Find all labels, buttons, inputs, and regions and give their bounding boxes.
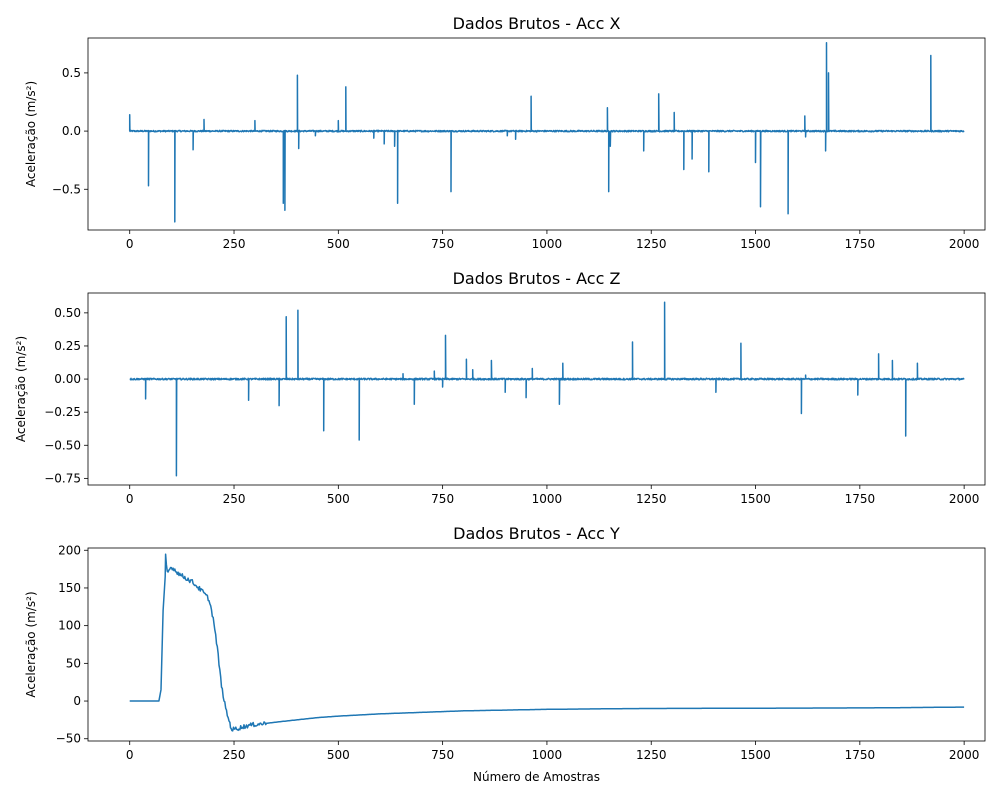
y-tick-label: −50 [56, 732, 81, 746]
x-tick-label: 1500 [740, 237, 771, 251]
y-tick-label: 200 [58, 543, 81, 557]
x-tick-label: 250 [223, 492, 246, 506]
x-tick-label: 500 [327, 748, 350, 762]
axes-frame-1 [87, 37, 986, 231]
x-tick-label: 750 [431, 748, 454, 762]
x-tick-label: 0 [126, 492, 134, 506]
y-tick-label: 0.5 [62, 66, 81, 80]
x-tick-label: 1500 [740, 492, 771, 506]
x-tick-label: 1750 [845, 748, 876, 762]
axes-frame-2 [87, 292, 986, 486]
x-tick-label: 500 [327, 237, 350, 251]
x-tick-label: 750 [431, 492, 454, 506]
y-tick-label: −0.5 [52, 182, 81, 196]
x-tick-label: 0 [126, 748, 134, 762]
x-tick-label: 2000 [949, 237, 980, 251]
y-tick-label: 150 [58, 581, 81, 595]
x-tick-label: 2000 [949, 748, 980, 762]
x-tick-label: 1750 [845, 237, 876, 251]
x-tick-label: 1000 [532, 237, 563, 251]
y-tick-label: −0.75 [44, 471, 81, 485]
y-tick-label: −0.25 [44, 405, 81, 419]
y-axis-label-3: Aceleração (m/s²) [24, 591, 38, 697]
x-tick-label: 1250 [636, 748, 667, 762]
x-tick-label: 250 [223, 237, 246, 251]
chart-title-2: Dados Brutos - Acc Z [453, 269, 621, 288]
y-tick-label: 100 [58, 619, 81, 633]
x-tick-label: 2000 [949, 492, 980, 506]
x-tick-label: 1000 [532, 492, 563, 506]
series-line-3 [129, 553, 965, 732]
x-tick-label: 1250 [636, 237, 667, 251]
x-tick-label: 250 [223, 748, 246, 762]
x-axis-label-3: Número de Amostras [473, 770, 600, 784]
y-tick-label: 0.0 [62, 124, 81, 138]
x-tick-label: 1250 [636, 492, 667, 506]
x-tick-label: 1000 [532, 748, 563, 762]
chart-title-3: Dados Brutos - Acc Y [453, 524, 620, 543]
y-tick-label: 0 [73, 694, 81, 708]
chart-title-1: Dados Brutos - Acc X [453, 14, 621, 33]
y-axis-label-1: Aceleração (m/s²) [24, 81, 38, 187]
x-tick-label: 1750 [845, 492, 876, 506]
x-tick-label: 500 [327, 492, 350, 506]
y-tick-label: −0.50 [44, 438, 81, 452]
y-tick-label: 0.00 [54, 372, 81, 386]
axes-frame-3 [87, 547, 986, 742]
y-tick-label: 0.50 [54, 306, 81, 320]
series-line-1 [128, 41, 965, 223]
y-tick-label: 50 [66, 656, 81, 670]
y-tick-label: 0.25 [54, 339, 81, 353]
x-tick-label: 0 [126, 237, 134, 251]
x-tick-label: 750 [431, 237, 454, 251]
series-line-2 [129, 301, 965, 477]
x-tick-label: 1500 [740, 748, 771, 762]
y-axis-label-2: Aceleração (m/s²) [14, 336, 28, 442]
